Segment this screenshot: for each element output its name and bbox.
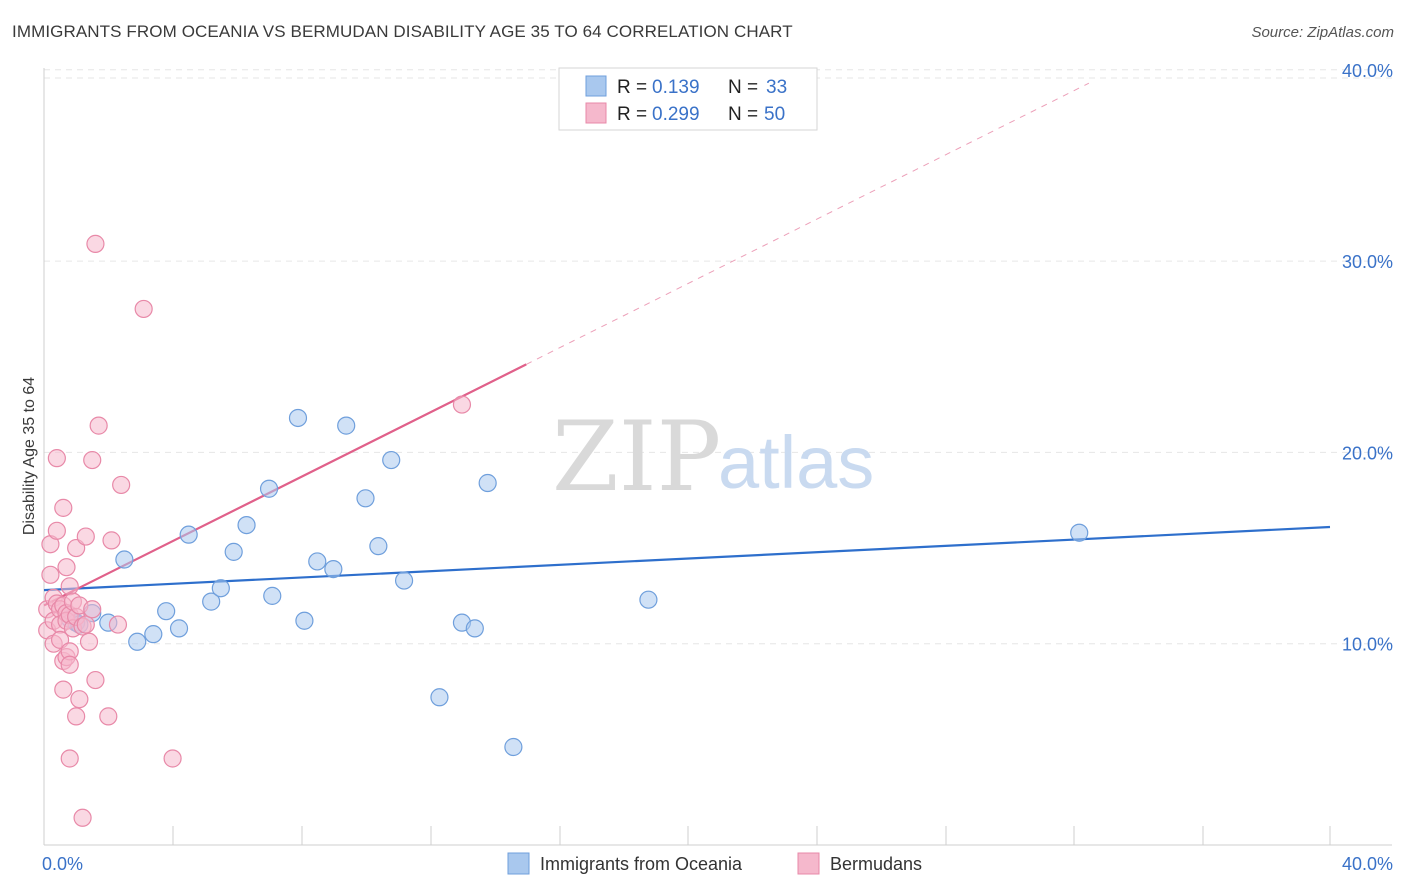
legend-r-label-bermudans: R = — [617, 104, 647, 125]
bermudans-point — [112, 475, 131, 495]
oceania-point — [144, 625, 163, 644]
data-points — [38, 234, 1089, 827]
oceania-point — [169, 619, 189, 638]
bottom-legend-label-bermudans: Bermudans — [830, 854, 922, 874]
bermudans-point — [41, 565, 60, 584]
bermudans-point — [70, 690, 89, 709]
bottom-legend-swatch-oceania — [507, 852, 530, 875]
oceania-point — [382, 450, 401, 470]
axes — [43, 68, 1392, 846]
oceania-point — [211, 579, 230, 598]
legend-n-label-bermudans: N = — [728, 104, 758, 125]
legend-swatch-bermudans — [585, 102, 607, 124]
bermudans-point — [47, 449, 66, 468]
oceania-point — [465, 619, 484, 638]
oceania-point — [202, 592, 221, 611]
oceania-point — [394, 571, 414, 590]
bermudans-point — [83, 450, 102, 470]
bermudans-point — [99, 707, 118, 726]
oceania-point — [237, 515, 256, 535]
bottom-legend-label-oceania: Immigrants from Oceania — [540, 854, 743, 874]
bermudans-point — [47, 521, 66, 540]
watermark-atlas: atlas — [718, 421, 874, 504]
oceania-point — [295, 611, 314, 630]
bermudans-point — [76, 615, 95, 634]
bermudans-point — [79, 632, 99, 651]
bermudans-point — [76, 527, 95, 546]
x-axis-ticks — [43, 826, 1331, 845]
legend-n-value-oceania: 33 — [766, 77, 787, 98]
bottom-legend-swatch-bermudans — [797, 852, 820, 875]
bermudans-point — [86, 670, 105, 690]
oceania-point — [288, 408, 308, 428]
oceania-point — [369, 537, 388, 556]
bermudans-point — [89, 416, 108, 435]
bermudans-point — [102, 531, 121, 550]
y-tick-label: 20.0% — [1342, 443, 1393, 463]
trend-lines — [43, 82, 1331, 607]
bermudans-point — [67, 707, 86, 726]
x-tick-label-max: 40.0% — [1342, 854, 1393, 874]
oceania-point — [430, 688, 449, 707]
stats-legend: R = 0.139 N = 33 R = 0.299 N = 50 — [558, 67, 818, 131]
y-tick-label: 10.0% — [1342, 635, 1393, 655]
x-tick-label-min: 0.0% — [42, 854, 83, 874]
y-tick-label: 40.0% — [1342, 61, 1393, 81]
oceania-point — [1070, 523, 1089, 542]
bermudans-point — [54, 680, 73, 699]
oceania-point — [157, 602, 176, 621]
oceania-point — [356, 489, 375, 508]
bermudans-point — [57, 558, 76, 577]
legend-r-label-oceania: R = — [617, 77, 647, 98]
legend-n-value-bermudans: 50 — [764, 104, 785, 125]
oceania-point — [308, 552, 327, 571]
bermudans-point — [60, 577, 79, 596]
bermudans-point — [86, 234, 105, 253]
oceania-point — [179, 525, 198, 544]
oceania-point — [478, 473, 497, 493]
bermudans-point — [73, 808, 92, 827]
legend-n-label-oceania: N = — [728, 77, 758, 98]
source-credit: Source: ZipAtlas.com — [1251, 24, 1394, 41]
y-tick-label: 30.0% — [1342, 252, 1393, 272]
legend-swatch-oceania — [585, 75, 607, 97]
bermudans-point — [163, 749, 182, 768]
bermudans-point — [83, 600, 102, 619]
bermudans-point — [134, 299, 153, 319]
oceania-point — [504, 737, 523, 757]
oceania-point — [259, 479, 279, 498]
oceania-point — [263, 586, 282, 605]
oceania-point — [128, 632, 147, 651]
watermark-zip: ZIP — [552, 401, 721, 513]
bermudans-point — [60, 749, 79, 768]
series-legend: Immigrants from Oceania Bermudans — [507, 852, 922, 875]
bermudans-point — [452, 395, 472, 414]
y-tick-labels: 10.0% 20.0% 30.0% 40.0% — [1342, 61, 1393, 655]
bermudans-point — [108, 615, 128, 634]
oceania-point — [639, 590, 658, 609]
oceania-point — [115, 550, 134, 569]
trend-extension-bermudans — [526, 82, 1090, 365]
watermark: ZIP atlas — [552, 401, 874, 513]
bermudans-point — [54, 498, 73, 517]
trend-line-oceania — [43, 525, 1331, 592]
legend-r-value-oceania: 0.139 — [652, 77, 700, 98]
y-axis-title: Disability Age 35 to 64 — [21, 377, 38, 535]
bermudans-point — [60, 655, 79, 674]
oceania-point — [337, 416, 356, 435]
oceania-point — [324, 559, 343, 579]
chart-title: IMMIGRANTS FROM OCEANIA VS BERMUDAN DISA… — [12, 22, 793, 41]
oceania-point — [224, 542, 243, 561]
legend-r-value-bermudans: 0.299 — [652, 104, 700, 125]
